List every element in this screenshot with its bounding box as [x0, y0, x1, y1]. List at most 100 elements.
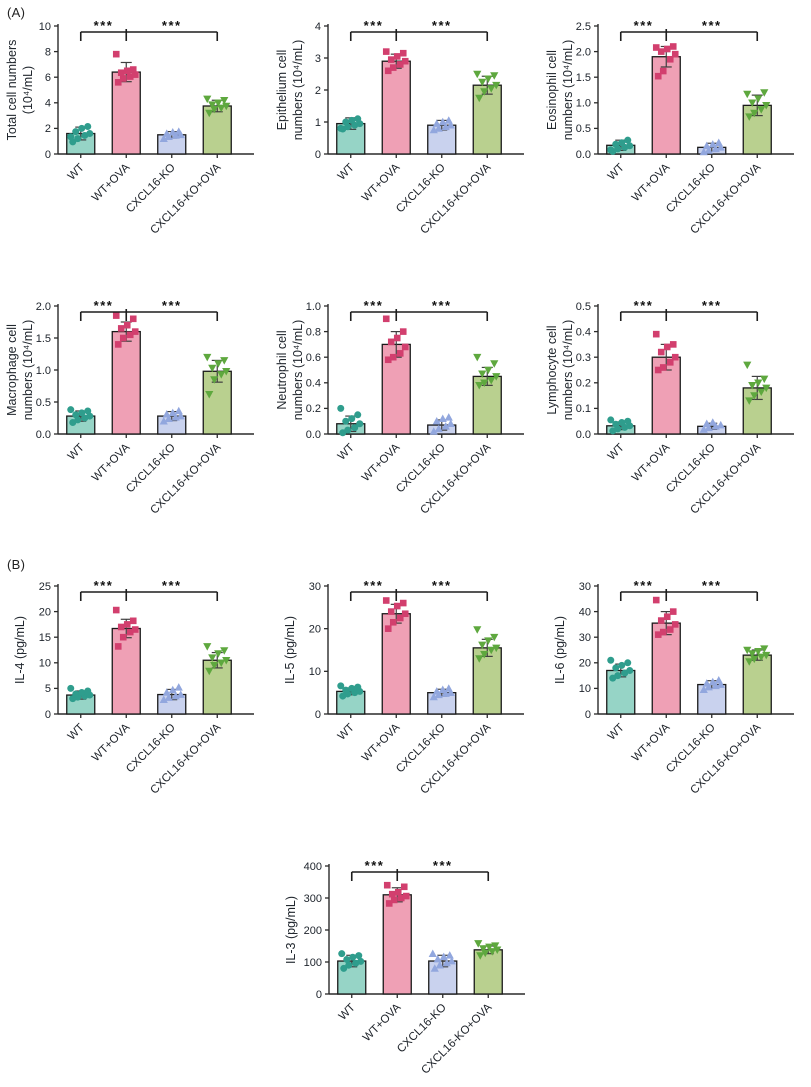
data-point: [214, 99, 223, 107]
chart-lymphocyte-cell-numbers: 0.0 0.1 0.2 0.3 0.4 0.5 Lymphocyte cell numbers…: [540, 292, 810, 522]
data-point: [208, 101, 217, 109]
data-point: [757, 653, 766, 662]
data-point: [473, 626, 482, 634]
data-point: [708, 677, 717, 686]
data-point: [399, 599, 407, 607]
data-point: [337, 682, 345, 690]
data-point: [760, 89, 769, 97]
data-point: [704, 682, 713, 691]
data-point: [490, 633, 499, 642]
data-point: [716, 420, 725, 429]
data-point: [659, 67, 667, 75]
data-point: [441, 422, 450, 430]
data-point: [480, 650, 489, 659]
data-point: [612, 664, 620, 672]
data-point: [208, 654, 217, 662]
data-point: [389, 64, 397, 71]
data-point: [159, 417, 168, 425]
significance-stars: ***: [364, 858, 384, 873]
data-point: [671, 353, 679, 361]
y-tick-label: 4: [315, 21, 321, 33]
data-point: [704, 423, 713, 432]
data-point: [123, 67, 131, 75]
data-point: [344, 426, 352, 434]
data-point: [699, 685, 708, 693]
data-point: [205, 667, 214, 676]
y-tick-label: 0.5: [576, 301, 591, 313]
data-point: [159, 695, 168, 703]
y-tick-label: 2.0: [576, 46, 591, 58]
data-point: [624, 659, 632, 667]
chart-svg: 0 1 2 3 4 Epithelium cell numbers (10⁴/mL) WT WT…: [275, 18, 524, 237]
x-tick-label: WT+OVA: [360, 161, 403, 204]
data-point: [117, 69, 125, 77]
data-point: [438, 117, 447, 126]
data-point: [607, 656, 615, 664]
data-point: [743, 90, 752, 99]
y-tick-label: 0: [315, 709, 321, 721]
data-point: [339, 964, 347, 972]
data-point: [484, 943, 493, 952]
data-point: [84, 407, 92, 415]
data-point: [342, 118, 350, 126]
data-point: [210, 376, 219, 384]
data-point: [126, 628, 134, 636]
data-point: [626, 142, 634, 150]
data-point: [652, 596, 660, 604]
data-point: [663, 343, 671, 351]
data-point: [348, 684, 356, 692]
data-point: [348, 116, 356, 124]
data-point: [390, 896, 398, 904]
x-tick-label: WT+OVA: [360, 1001, 403, 1044]
panel-b-row-2: 0 100 200 300 400 IL-3 (pg/mL) WT WT+OVA CXCL16-…: [0, 852, 811, 1082]
data-point: [716, 680, 725, 688]
data-point: [354, 411, 362, 419]
y-tick-label: 30: [579, 581, 591, 593]
data-point: [743, 646, 752, 655]
data-point: [384, 67, 392, 75]
data-point: [478, 370, 487, 379]
data-point: [217, 104, 226, 113]
data-point: [119, 75, 127, 82]
data-point: [478, 945, 487, 953]
data-point: [618, 418, 626, 426]
data-point: [387, 338, 395, 346]
y-tick-label: 0.8: [306, 326, 321, 338]
y-tick-label: 1.5: [576, 72, 591, 84]
y-tick-label: 1.5: [36, 333, 51, 345]
y-tick-label: 0.3: [576, 352, 591, 364]
data-point: [112, 606, 120, 614]
data-point: [396, 614, 404, 622]
data-point: [402, 892, 410, 900]
panel-a-label: (A): [7, 5, 26, 20]
data-point: [344, 961, 352, 969]
data-point: [762, 651, 771, 660]
data-point: [382, 315, 390, 323]
data-point: [762, 102, 771, 110]
y-tick-label: 0.4: [306, 378, 321, 390]
y-tick-label: 0.2: [576, 378, 591, 390]
data-point: [475, 952, 484, 960]
data-point: [397, 894, 405, 902]
data-point: [400, 883, 408, 891]
x-tick-label: WT: [336, 722, 357, 743]
y-axis-label: Eosinophil cell: [545, 50, 559, 130]
chart-svg: 0 2 4 6 8 10 Total cell numbers (10⁴/mL) WT WT+OV…: [5, 18, 254, 237]
data-point: [757, 106, 766, 114]
data-point: [760, 375, 769, 384]
data-point: [659, 628, 667, 636]
data-point: [74, 135, 82, 143]
data-point: [401, 343, 409, 351]
y-tick-label: 0.0: [576, 429, 591, 441]
data-point: [117, 623, 125, 631]
data-point: [114, 643, 122, 650]
data-point: [174, 406, 183, 415]
chart-svg: 0.0 0.5 1.0 1.5 2.0 Macrophage cell numbers (1…: [5, 298, 254, 517]
data-point: [657, 617, 665, 624]
y-tick-label: 0.1: [576, 403, 591, 415]
significance-stars: ***: [634, 578, 654, 593]
y-axis-label: Lymphocyte cell: [545, 325, 559, 414]
data-point: [348, 953, 356, 961]
data-point: [385, 900, 393, 907]
